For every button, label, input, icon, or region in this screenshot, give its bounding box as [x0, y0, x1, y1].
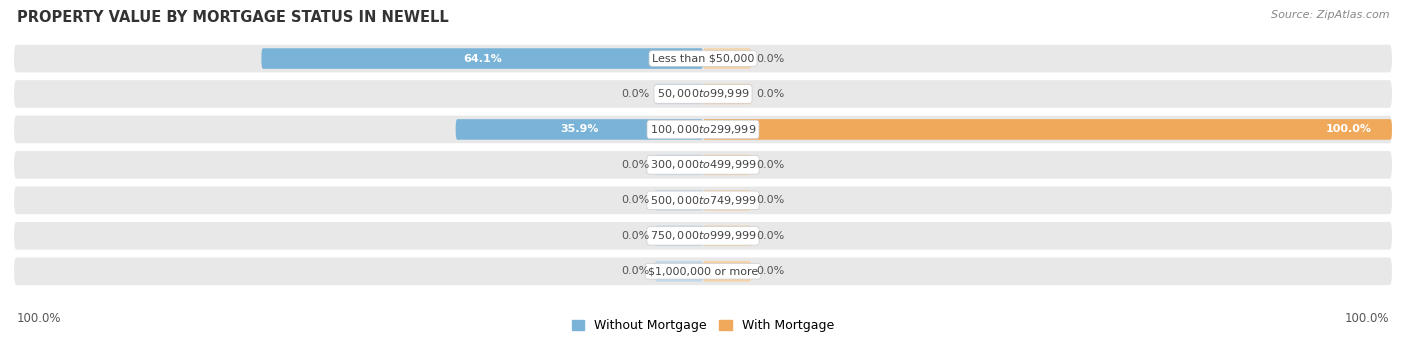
FancyBboxPatch shape — [14, 187, 1392, 214]
Text: 0.0%: 0.0% — [756, 53, 785, 64]
FancyBboxPatch shape — [703, 190, 751, 211]
FancyBboxPatch shape — [703, 119, 1392, 140]
FancyBboxPatch shape — [655, 84, 703, 104]
Text: 0.0%: 0.0% — [756, 89, 785, 99]
Text: PROPERTY VALUE BY MORTGAGE STATUS IN NEWELL: PROPERTY VALUE BY MORTGAGE STATUS IN NEW… — [17, 10, 449, 25]
Text: 0.0%: 0.0% — [621, 160, 650, 170]
FancyBboxPatch shape — [703, 155, 751, 175]
Legend: Without Mortgage, With Mortgage: Without Mortgage, With Mortgage — [567, 314, 839, 337]
FancyBboxPatch shape — [14, 151, 1392, 179]
FancyBboxPatch shape — [14, 80, 1392, 108]
FancyBboxPatch shape — [456, 119, 703, 140]
Text: Source: ZipAtlas.com: Source: ZipAtlas.com — [1271, 10, 1389, 20]
FancyBboxPatch shape — [14, 222, 1392, 250]
FancyBboxPatch shape — [14, 45, 1392, 72]
Text: 0.0%: 0.0% — [621, 231, 650, 241]
Text: $750,000 to $999,999: $750,000 to $999,999 — [650, 229, 756, 242]
Text: Less than $50,000: Less than $50,000 — [652, 53, 754, 64]
Text: 64.1%: 64.1% — [463, 53, 502, 64]
Text: 100.0%: 100.0% — [1326, 124, 1371, 134]
Text: 0.0%: 0.0% — [756, 231, 785, 241]
FancyBboxPatch shape — [703, 261, 751, 282]
FancyBboxPatch shape — [262, 48, 703, 69]
Text: 0.0%: 0.0% — [621, 195, 650, 205]
Text: 100.0%: 100.0% — [17, 312, 62, 325]
Text: $500,000 to $749,999: $500,000 to $749,999 — [650, 194, 756, 207]
Text: 0.0%: 0.0% — [756, 195, 785, 205]
FancyBboxPatch shape — [655, 225, 703, 246]
Text: 0.0%: 0.0% — [621, 266, 650, 276]
FancyBboxPatch shape — [703, 225, 751, 246]
FancyBboxPatch shape — [14, 257, 1392, 285]
FancyBboxPatch shape — [655, 155, 703, 175]
Text: $50,000 to $99,999: $50,000 to $99,999 — [657, 87, 749, 101]
Text: $100,000 to $299,999: $100,000 to $299,999 — [650, 123, 756, 136]
FancyBboxPatch shape — [703, 48, 751, 69]
Text: 100.0%: 100.0% — [1344, 312, 1389, 325]
FancyBboxPatch shape — [655, 190, 703, 211]
Text: 35.9%: 35.9% — [560, 124, 599, 134]
FancyBboxPatch shape — [703, 84, 751, 104]
Text: 0.0%: 0.0% — [756, 160, 785, 170]
Text: $300,000 to $499,999: $300,000 to $499,999 — [650, 158, 756, 171]
Text: 0.0%: 0.0% — [621, 89, 650, 99]
Text: 0.0%: 0.0% — [756, 266, 785, 276]
FancyBboxPatch shape — [655, 261, 703, 282]
Text: $1,000,000 or more: $1,000,000 or more — [648, 266, 758, 276]
FancyBboxPatch shape — [14, 116, 1392, 143]
